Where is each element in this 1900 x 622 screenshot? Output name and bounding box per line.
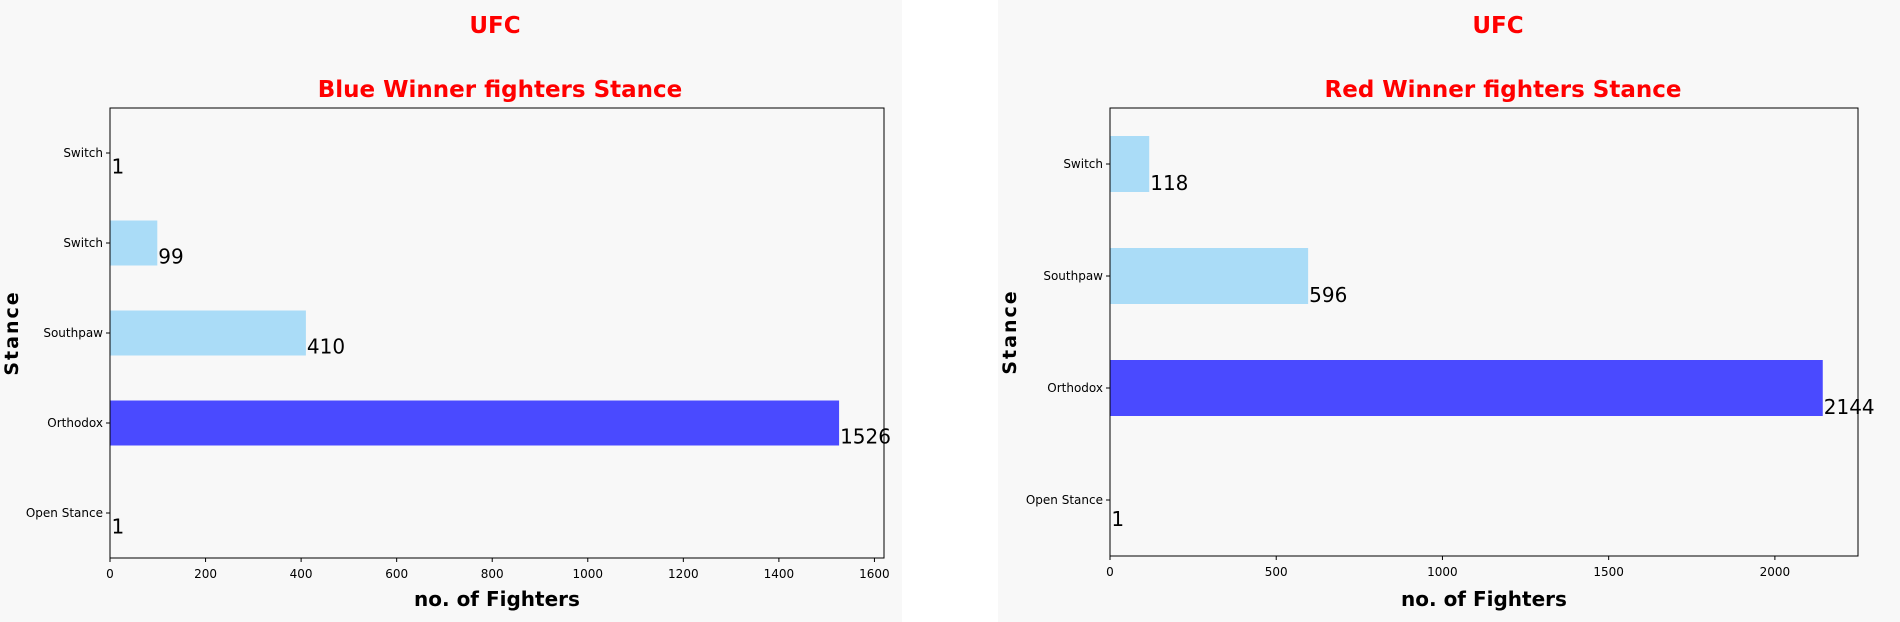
y-tick-label-2: Southpaw [43,326,103,340]
data-label-2: 596 [1309,283,1347,307]
x-tick-label-1: 200 [194,567,217,581]
chart-subtitle: Blue Winner fighters Stance [318,77,683,103]
chart-panel-blue: UFC Blue Winner fighters Stance 1 Open Stan… [0,0,902,622]
x-tick-label-8: 1600 [859,567,890,581]
chart-panel-red: UFC Red Winner fighters Stance 1 Open Stanc… [998,0,1900,622]
x-tick-label-3: 1500 [1593,565,1624,579]
y-tick-label-0: Open Stance [26,506,103,520]
data-label-0: 1 [111,515,124,539]
y-tick-label-4: Switch [63,146,103,160]
chart-title: UFC [469,13,520,39]
x-tick-label-4: 2000 [1760,565,1791,579]
red-winner-stance-chart: UFC Red Winner fighters Stance 1 Open Stanc… [999,13,1875,611]
y-tick-label-0: Open Stance [1026,493,1103,507]
x-tick-label-0: 0 [106,567,114,581]
x-tick-label-2: 400 [290,567,313,581]
y-axis-label: Stance [1,290,23,375]
x-axis-label: no. of Fighters [414,587,580,611]
x-tick-label-3: 600 [385,567,408,581]
plot-frame [1109,107,1859,557]
bar-2 [110,310,306,356]
blue-winner-stance-chart: UFC Blue Winner fighters Stance 1 Open Stan… [1,13,891,611]
panel-gap [902,0,998,622]
x-tick-label-4: 800 [481,567,504,581]
y-tick-label-3: Switch [63,236,103,250]
chart-title: UFC [1472,13,1523,39]
data-label-4: 1 [111,155,124,179]
bar-3 [110,220,158,266]
bar-2 [1110,248,1309,304]
data-label-1: 2144 [1824,395,1875,419]
y-tick-label-2: Southpaw [1043,269,1103,283]
bar-1 [110,400,840,446]
data-label-1: 1526 [840,425,891,449]
x-tick-label-5: 1000 [573,567,604,581]
plot-frame [109,107,885,559]
bar-3 [1110,136,1150,192]
x-axis-label: no. of Fighters [1401,587,1567,611]
data-label-3: 118 [1150,171,1188,195]
data-label-2: 410 [307,335,345,359]
x-tick-label-0: 0 [1106,565,1114,579]
x-tick-label-6: 1200 [668,567,699,581]
x-tick-label-1: 500 [1265,565,1288,579]
y-tick-label-1: Orthodox [47,416,103,430]
chart-subtitle: Red Winner fighters Stance [1325,77,1682,103]
data-label-0: 1 [1111,507,1124,531]
bar-1 [1110,360,1823,416]
y-axis-label: Stance [999,289,1021,374]
data-label-3: 99 [158,245,183,269]
x-tick-label-7: 1400 [764,567,795,581]
y-tick-label-3: Switch [1063,157,1103,171]
x-tick-label-2: 1000 [1427,565,1458,579]
y-tick-label-1: Orthodox [1047,381,1103,395]
